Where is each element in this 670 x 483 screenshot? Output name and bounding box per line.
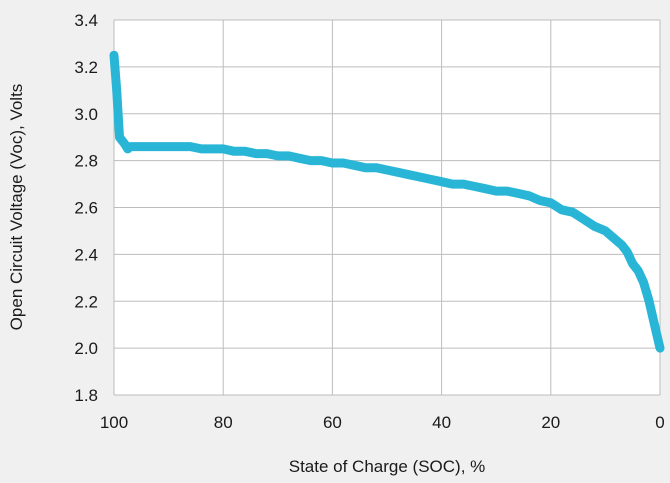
series-layer [109, 50, 665, 353]
y-tick-label: 3.4 [74, 11, 98, 30]
x-tick-label: 20 [541, 413, 560, 432]
y-axis-ticks: 1.8 2.0 2.2 2.4 2.6 2.8 3.0 3.2 3.4 [74, 11, 98, 405]
x-tick-label: 0 [655, 413, 664, 432]
y-tick-label: 3.2 [74, 58, 98, 77]
x-tick-label: 100 [100, 413, 128, 432]
y-tick-label: 2.4 [74, 245, 98, 264]
y-axis-title: Open Circuit Voltage (Voc), Volts [7, 84, 26, 331]
y-tick-label: 2.2 [74, 292, 98, 311]
y-tick-label: 2.6 [74, 199, 98, 218]
y-tick-label: 2.8 [74, 152, 98, 171]
series-line-0 [109, 50, 665, 353]
x-axis-title: State of Charge (SOC), % [289, 457, 486, 476]
grid-lines [113, 19, 661, 396]
x-tick-label: 80 [214, 413, 233, 432]
x-axis-ticks: 100 80 60 40 20 0 [100, 413, 665, 432]
x-tick-label: 60 [323, 413, 342, 432]
x-tick-label: 40 [432, 413, 451, 432]
y-tick-label: 1.8 [74, 386, 98, 405]
y-tick-label: 3.0 [74, 105, 98, 124]
y-tick-label: 2.0 [74, 339, 98, 358]
